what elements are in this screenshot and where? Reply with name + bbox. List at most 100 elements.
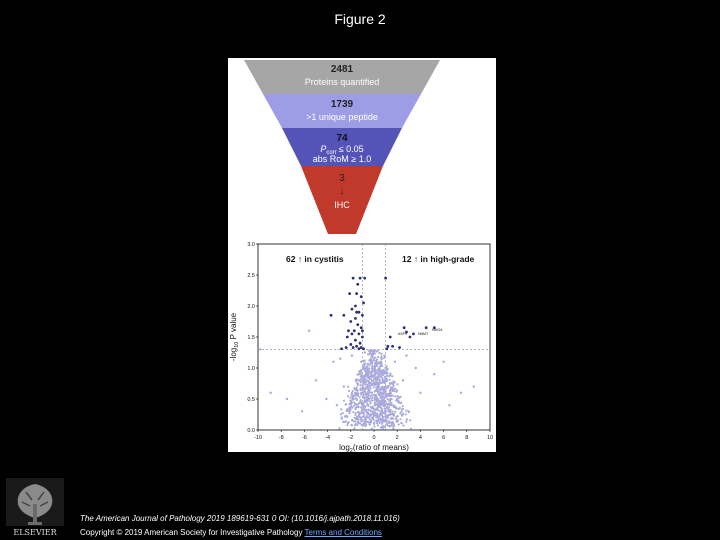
data-point xyxy=(400,410,403,413)
data-point xyxy=(390,386,394,389)
significant-data-point xyxy=(355,344,358,348)
elsevier-logo: ELSEVIER xyxy=(6,478,64,537)
data-point xyxy=(353,404,356,407)
data-point xyxy=(365,411,368,414)
data-point xyxy=(381,415,385,419)
data-point xyxy=(384,392,387,395)
data-point xyxy=(360,360,363,363)
data-point xyxy=(388,425,391,428)
x-tick-label: -4 xyxy=(325,435,330,441)
significant-data-point xyxy=(357,310,361,314)
data-point xyxy=(368,380,371,384)
data-point xyxy=(419,391,422,394)
data-point xyxy=(373,414,376,417)
data-point xyxy=(385,365,388,368)
data-point xyxy=(351,419,354,422)
data-point xyxy=(364,424,367,428)
x-axis-label-rest: (ratio of means) xyxy=(353,443,409,452)
data-point xyxy=(351,389,354,393)
significant-data-point xyxy=(359,326,363,330)
significant-data-point xyxy=(398,346,401,349)
data-point xyxy=(374,356,377,359)
data-point xyxy=(269,391,272,394)
figure-svg: 2481 Proteins quantified 1739 >1 unique … xyxy=(229,60,493,452)
data-point xyxy=(351,398,354,401)
data-point xyxy=(363,416,366,419)
data-point xyxy=(374,395,377,398)
data-point xyxy=(359,400,362,404)
data-point xyxy=(365,400,368,403)
significant-data-point xyxy=(432,326,436,330)
data-point xyxy=(350,400,353,403)
y-axis-label-sub: 10 xyxy=(234,342,240,348)
funnel-level-3-p: P xyxy=(320,144,326,154)
data-point xyxy=(354,420,357,423)
data-point xyxy=(388,389,392,392)
data-point xyxy=(356,391,359,394)
data-point xyxy=(397,423,400,426)
data-point xyxy=(385,395,388,398)
data-point xyxy=(375,422,379,425)
data-point xyxy=(359,418,362,421)
data-point xyxy=(357,378,360,381)
data-point xyxy=(370,391,373,395)
data-point xyxy=(395,416,398,419)
significant-data-point xyxy=(363,276,367,280)
data-point xyxy=(384,389,387,393)
x-axis-ticks: -10 -8 -6 -4 -2 0 2 4 6 8 10 xyxy=(254,430,493,441)
data-point xyxy=(399,395,402,398)
data-point xyxy=(379,417,382,420)
data-point xyxy=(404,413,407,416)
data-point xyxy=(378,400,381,403)
data-point xyxy=(378,380,381,384)
data-point xyxy=(376,369,379,372)
data-point xyxy=(365,414,368,418)
data-point xyxy=(399,418,402,421)
x-tick-label: 10 xyxy=(487,435,493,441)
data-point xyxy=(370,371,373,374)
data-point xyxy=(361,408,365,411)
data-point xyxy=(367,388,370,391)
data-point xyxy=(338,427,341,430)
data-point xyxy=(314,379,318,382)
data-point xyxy=(409,427,412,430)
data-point xyxy=(409,419,412,422)
significant-data-point xyxy=(329,313,333,317)
data-point xyxy=(381,377,384,380)
data-point xyxy=(388,378,391,381)
y-axis-ticks: 0.0 0.5 1.0 1.5 2.0 2.5 3.0 xyxy=(247,242,258,434)
data-point xyxy=(364,367,367,371)
data-point xyxy=(368,413,371,416)
significant-data-point xyxy=(391,344,394,348)
data-point xyxy=(363,362,366,365)
point-label-hmga: HMGA xyxy=(432,328,443,332)
data-point xyxy=(381,427,384,430)
background-points xyxy=(259,329,475,430)
data-point xyxy=(379,403,382,406)
significant-data-point xyxy=(388,335,392,339)
data-point xyxy=(358,413,361,417)
data-point xyxy=(380,391,383,394)
data-point xyxy=(386,374,389,378)
data-point xyxy=(381,381,384,384)
data-point xyxy=(332,360,335,363)
terms-link[interactable]: Terms and Conditions xyxy=(304,528,382,537)
data-point xyxy=(370,382,374,385)
data-point xyxy=(353,427,356,430)
y-tick-label: 1.0 xyxy=(247,366,255,372)
data-point xyxy=(380,362,383,365)
data-point xyxy=(356,420,360,423)
data-point xyxy=(395,390,398,393)
significant-data-point xyxy=(356,323,360,326)
data-point xyxy=(369,357,373,361)
data-point xyxy=(356,394,359,397)
data-point xyxy=(385,372,388,375)
data-point xyxy=(352,411,355,414)
data-point xyxy=(375,362,379,365)
data-point xyxy=(354,408,357,411)
data-point xyxy=(362,374,365,378)
data-point xyxy=(379,387,382,390)
data-point xyxy=(361,418,364,422)
x-tick-label: -8 xyxy=(279,435,284,441)
data-point xyxy=(390,404,393,407)
